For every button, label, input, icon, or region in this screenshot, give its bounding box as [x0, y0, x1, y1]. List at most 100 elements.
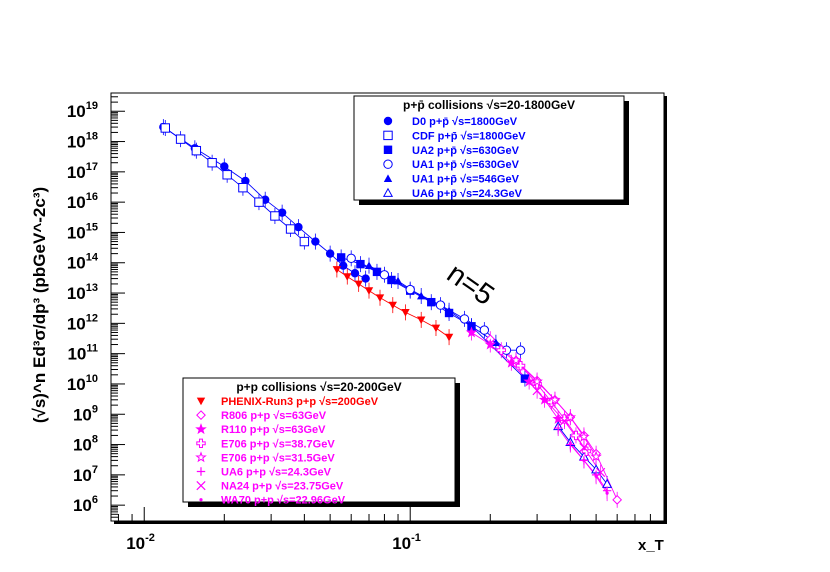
- x-axis-title: x_T: [638, 537, 664, 554]
- legend-box: [353, 95, 625, 201]
- y-axis-title: (√s)^n Ed³σ/dp³ (pbGeV^-2c³): [30, 187, 49, 423]
- data-point: [435, 300, 446, 310]
- y-tick-label: 106: [73, 494, 98, 515]
- data-point: [401, 309, 410, 317]
- data-point: [564, 411, 577, 423]
- y-tick-label: 108: [73, 434, 98, 455]
- y-tick-label: 109: [73, 403, 98, 424]
- data-point: [364, 261, 374, 270]
- data-point: [596, 467, 606, 478]
- data-point: [339, 261, 348, 270]
- data-point: [427, 297, 436, 307]
- data-point: [444, 333, 454, 342]
- legend-label: R110 p+p √s=63GeV: [221, 424, 326, 436]
- data-point: [549, 393, 561, 405]
- legend-title: p+p̄ collisions √s=20-1800GeV: [403, 98, 575, 112]
- y-tick-label: 1011: [67, 343, 98, 364]
- data-point: [299, 236, 310, 247]
- data-point: [510, 354, 522, 366]
- data-point: [222, 170, 232, 180]
- legend-label: PHENIX-Run3 p+p √s=200GeV: [221, 396, 379, 408]
- data-point: [594, 474, 598, 478]
- legend-label: UA2 p+p̄ √s=630GeV: [412, 145, 520, 157]
- data-point: [361, 274, 370, 283]
- data-point: [582, 458, 586, 462]
- data-point: [160, 123, 170, 133]
- data-point: [346, 253, 356, 264]
- data-point: [479, 325, 490, 335]
- series-line: [569, 443, 608, 494]
- y-tick-label: 1010: [67, 373, 98, 394]
- data-point: [364, 287, 374, 295]
- legend-marker: [383, 116, 393, 126]
- data-point: [515, 345, 526, 355]
- legend-box: [182, 377, 456, 503]
- data-point: [612, 494, 623, 505]
- y-tick-label: 1012: [67, 312, 98, 333]
- data-point: [531, 375, 543, 387]
- legend-marker: [195, 423, 207, 435]
- data-point: [484, 338, 497, 350]
- legend-marker: [196, 467, 206, 476]
- data-point: [343, 273, 352, 281]
- data-point: [388, 301, 397, 310]
- y-tick-label: 1016: [67, 191, 98, 212]
- data-point: [336, 253, 346, 262]
- legend-label: UA1 p+p̄ √s=546GeV: [412, 174, 520, 186]
- data-point: [191, 145, 202, 156]
- data-point: [332, 266, 342, 274]
- legend-label: UA6 p+p √s=24.3GeV: [221, 467, 332, 479]
- data-point: [220, 162, 229, 171]
- data-point: [559, 416, 570, 426]
- data-point: [553, 423, 563, 433]
- legend-label: UA6 p+p̄ √s=24.3GeV: [412, 188, 523, 200]
- data-point: [515, 361, 526, 371]
- data-point: [294, 222, 303, 232]
- data-point: [356, 259, 365, 269]
- legend-label: R806 p+p √s=63GeV: [221, 410, 327, 422]
- y-tick-label: 1014: [67, 252, 99, 273]
- data-point: [285, 224, 296, 234]
- data-point: [270, 211, 280, 221]
- legend-label: CDF p+p̄ √s=1800GeV: [412, 130, 526, 142]
- legend-ppbar: p+p̄ collisions √s=20-1800GeV D0 p+p̄ √s=…: [353, 95, 629, 205]
- legend-label: D0 p+p̄ √s=1800GeV: [412, 116, 518, 128]
- legend-title: p+p collisions √s=20-200GeV: [236, 380, 401, 394]
- data-point: [431, 324, 441, 333]
- data-point: [379, 270, 390, 280]
- legend-marker: [196, 480, 206, 491]
- data-point: [175, 134, 186, 144]
- y-tick-label: 107: [73, 464, 98, 485]
- data-point: [417, 316, 426, 325]
- data-point: [354, 280, 363, 289]
- legend-marker: [383, 174, 393, 182]
- legend-label: UA1 p+p̄ √s=630GeV: [412, 159, 520, 171]
- data-point: [571, 430, 581, 441]
- legend-label: WA70 p+p √s=22.96GeV: [221, 495, 346, 507]
- legend-marker: [196, 410, 206, 421]
- data-point: [393, 276, 403, 285]
- legend-marker: [383, 159, 393, 169]
- axis-ticks: 1019 1018 1017 1016 1015 1014 1013 1012 1011 1010…: [67, 92, 665, 553]
- legend-pp: p+p collisions √s=20-200GeV PHENIX-Run3 p…: [182, 377, 460, 507]
- x-tick-label: 10-1: [392, 532, 421, 553]
- legend-marker: [383, 145, 393, 154]
- data-point: [579, 442, 589, 453]
- legend-label: NA24 p+p √s=23.75GeV: [221, 481, 344, 493]
- data-markers: [159, 122, 623, 505]
- series-line: [336, 269, 450, 338]
- legend-marker: [195, 451, 207, 463]
- legend-marker: [383, 130, 393, 141]
- data-point: [350, 269, 360, 278]
- data-point: [417, 291, 426, 300]
- data-point: [387, 275, 396, 285]
- legend-marker: [199, 498, 203, 502]
- y-tick-label: 1019: [67, 100, 98, 121]
- legend-marker: [196, 438, 206, 448]
- data-point: [325, 249, 335, 258]
- data-point: [467, 322, 476, 330]
- data-point: [568, 441, 572, 445]
- data-point: [444, 306, 454, 315]
- y-tick-label: 1018: [67, 131, 98, 152]
